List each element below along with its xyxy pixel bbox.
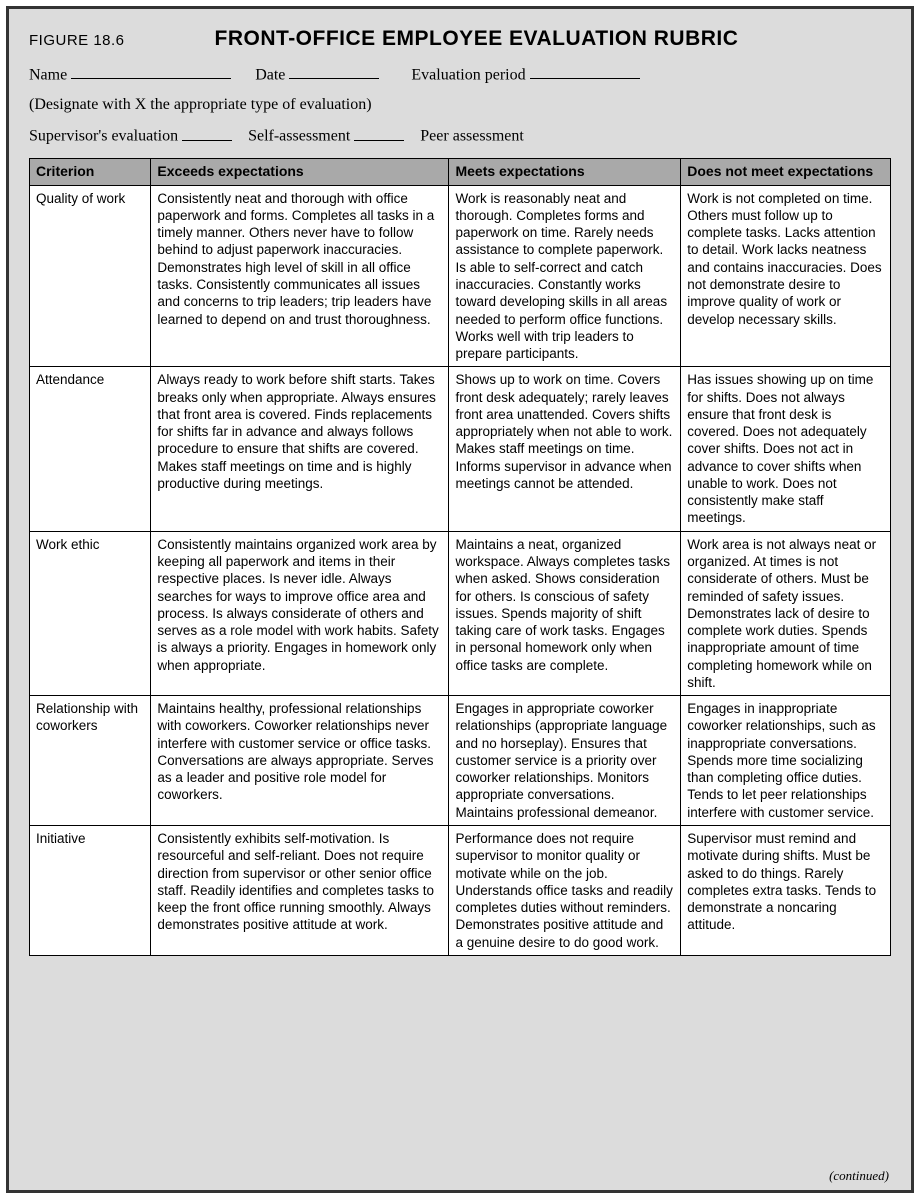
cell-doesnot: Work area is not always neat or organize… xyxy=(681,531,891,695)
form-row-1: Name Date Evaluation period xyxy=(29,65,891,84)
cell-doesnot: Has issues showing up on time for shifts… xyxy=(681,367,891,531)
table-body: Quality of workConsistently neat and tho… xyxy=(30,185,891,955)
form-row-2: (Designate with X the appropriate type o… xyxy=(29,96,891,114)
cell-exceeds: Consistently exhibits self-motivation. I… xyxy=(151,825,449,955)
col-header-meets: Meets expectations xyxy=(449,158,681,185)
eval-period-label: Evaluation period xyxy=(411,66,525,83)
cell-doesnot: Supervisor must remind and motivate duri… xyxy=(681,825,891,955)
continued-text: (continued) xyxy=(829,1168,889,1184)
col-header-doesnot: Does not meet expectations xyxy=(681,158,891,185)
page-title: FRONT-OFFICE EMPLOYEE EVALUATION RUBRIC xyxy=(215,27,739,51)
table-row: Relationship with coworkersMaintains hea… xyxy=(30,696,891,826)
date-blank[interactable] xyxy=(289,65,379,79)
cell-meets: Engages in appropriate coworker relation… xyxy=(449,696,681,826)
name-blank[interactable] xyxy=(71,65,231,79)
cell-criterion: Work ethic xyxy=(30,531,151,695)
form-row-3: Supervisor's evaluation Self-assessment … xyxy=(29,126,891,145)
cell-criterion: Quality of work xyxy=(30,185,151,367)
eval-period-blank[interactable] xyxy=(530,65,640,79)
name-label: Name xyxy=(29,66,67,83)
table-row: InitiativeConsistently exhibits self-mot… xyxy=(30,825,891,955)
self-blank[interactable] xyxy=(354,126,404,140)
cell-meets: Shows up to work on time. Covers front d… xyxy=(449,367,681,531)
cell-criterion: Relationship with coworkers xyxy=(30,696,151,826)
cell-meets: Performance does not require supervisor … xyxy=(449,825,681,955)
peer-label: Peer assessment xyxy=(420,128,524,145)
header-line: FIGURE 18.6 FRONT-OFFICE EMPLOYEE EVALUA… xyxy=(29,27,891,51)
table-row: Work ethicConsistently maintains organiz… xyxy=(30,531,891,695)
rubric-table: Criterion Exceeds expectations Meets exp… xyxy=(29,158,891,956)
cell-exceeds: Consistently neat and thorough with offi… xyxy=(151,185,449,367)
cell-doesnot: Engages in inappropriate coworker relati… xyxy=(681,696,891,826)
col-header-exceeds: Exceeds expectations xyxy=(151,158,449,185)
figure-label: FIGURE 18.6 xyxy=(29,32,125,49)
cell-criterion: Initiative xyxy=(30,825,151,955)
cell-criterion: Attendance xyxy=(30,367,151,531)
cell-meets: Maintains a neat, organized workspace. A… xyxy=(449,531,681,695)
table-row: Quality of workConsistently neat and tho… xyxy=(30,185,891,367)
self-label: Self-assessment xyxy=(248,128,350,145)
designate-text: (Designate with X the appropriate type o… xyxy=(29,96,372,113)
supervisor-label: Supervisor's evaluation xyxy=(29,128,178,145)
cell-doesnot: Work is not completed on time. Others mu… xyxy=(681,185,891,367)
cell-meets: Work is reasonably neat and thorough. Co… xyxy=(449,185,681,367)
cell-exceeds: Consistently maintains organized work ar… xyxy=(151,531,449,695)
table-row: AttendanceAlways ready to work before sh… xyxy=(30,367,891,531)
date-label: Date xyxy=(255,66,285,83)
document-frame: FIGURE 18.6 FRONT-OFFICE EMPLOYEE EVALUA… xyxy=(6,6,914,1193)
col-header-criterion: Criterion xyxy=(30,158,151,185)
supervisor-blank[interactable] xyxy=(182,126,232,140)
cell-exceeds: Always ready to work before shift starts… xyxy=(151,367,449,531)
table-header-row: Criterion Exceeds expectations Meets exp… xyxy=(30,158,891,185)
cell-exceeds: Maintains healthy, professional relation… xyxy=(151,696,449,826)
